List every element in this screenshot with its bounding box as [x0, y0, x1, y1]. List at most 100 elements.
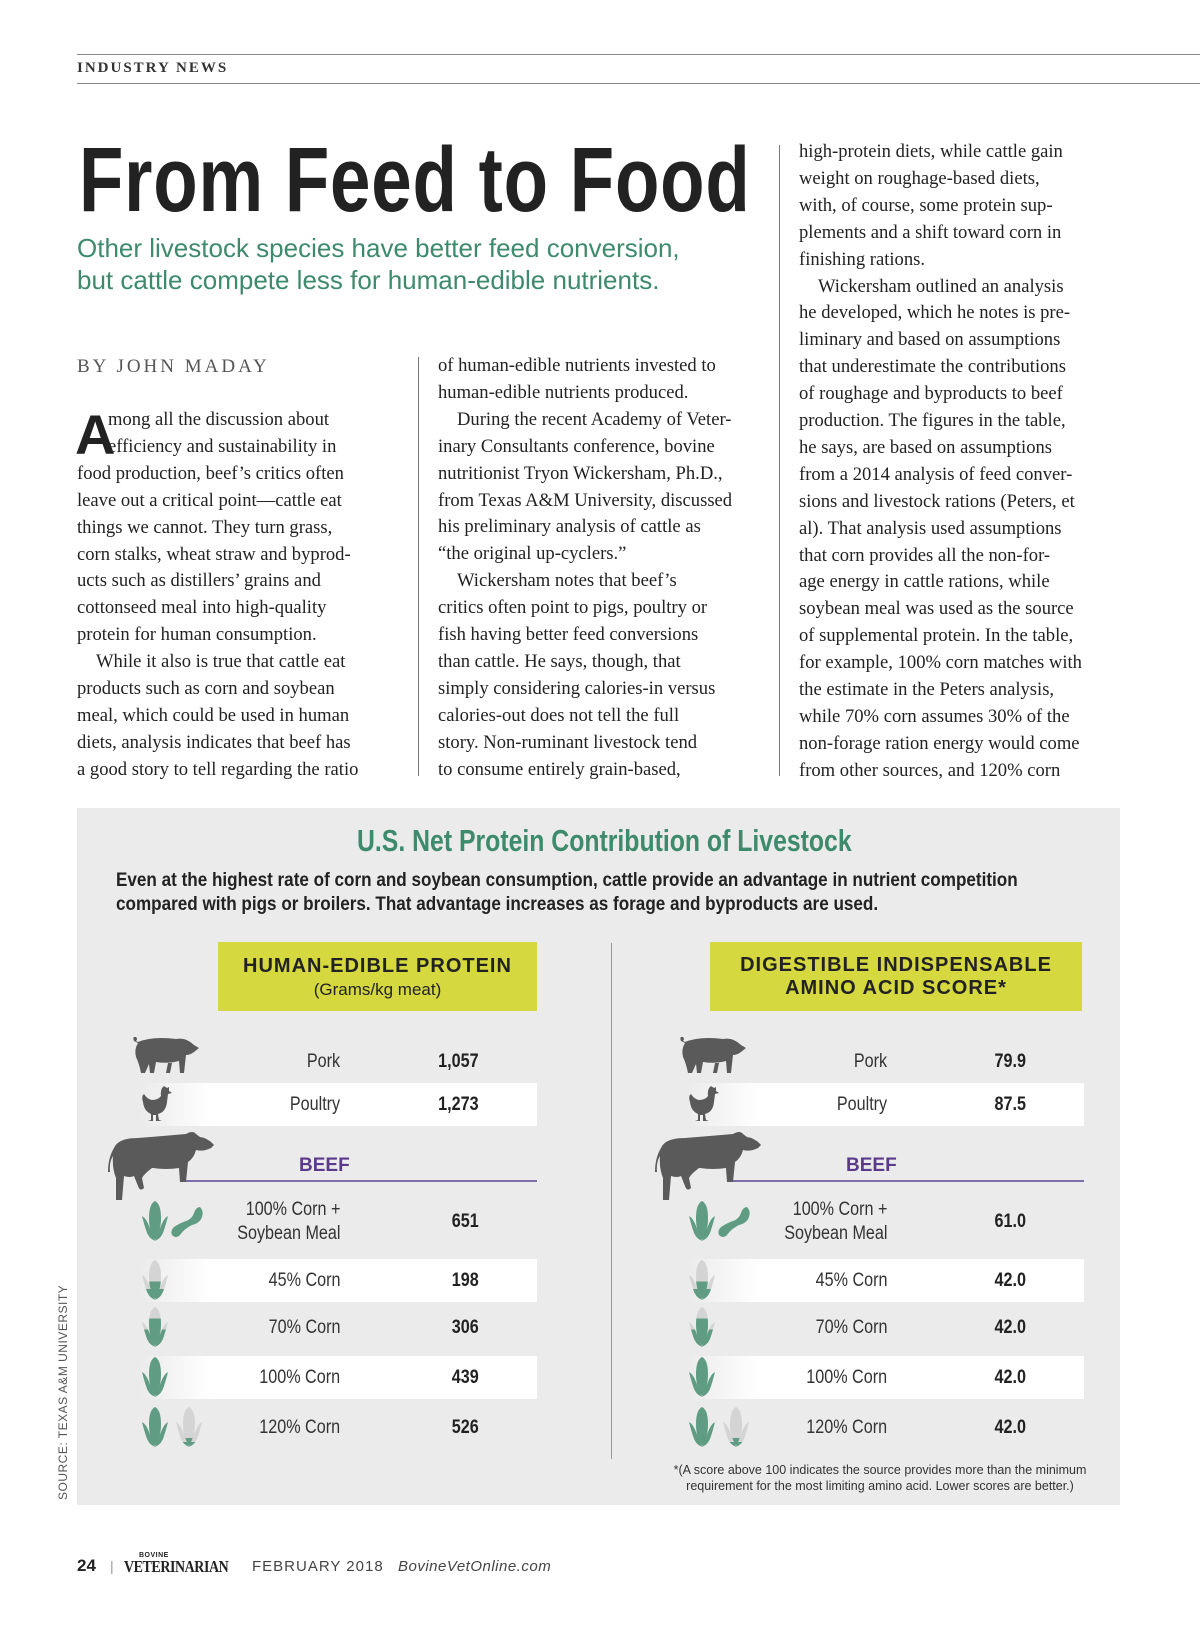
cow-icon: [655, 1132, 761, 1200]
article-line: from Texas A&M University, discussed: [438, 489, 733, 511]
row-label: Soybean Meal: [236, 1222, 340, 1244]
row-label: Poultry: [836, 1093, 887, 1115]
article-line: weight on roughage-based diets,: [799, 167, 1040, 189]
row-band: [140, 1082, 537, 1126]
headline: From Feed to Food: [79, 129, 751, 231]
article-line: he developed, which he notes is pre-: [799, 302, 1071, 324]
chicken-icon: [689, 1086, 719, 1121]
row-value: 42.0: [994, 1366, 1026, 1388]
article-line: leave out a critical point—cattle eat: [77, 489, 342, 511]
article-line: a good story to tell regarding the ratio: [77, 758, 359, 780]
row-value: 526: [452, 1416, 479, 1438]
corn-icon: [142, 1407, 168, 1447]
infographic-intro-line-2: compared with pigs or broilers. That adv…: [116, 894, 879, 915]
article-line: finishing rations.: [799, 248, 926, 270]
subtitle-line-1: Other livestock species have better feed…: [77, 233, 680, 263]
article-line: than cattle. He says, though, that: [438, 650, 681, 672]
row-value: 42.0: [994, 1416, 1026, 1438]
row-value: 1,057: [438, 1050, 479, 1072]
row-band: [687, 1355, 1084, 1399]
article-line: while 70% corn assumes 30% of the: [799, 705, 1070, 727]
article-line: food production, beef’s critics often: [77, 462, 344, 484]
row-value: 306: [452, 1316, 479, 1338]
article-line: products such as corn and soybean: [77, 678, 335, 699]
row-value: 651: [452, 1210, 479, 1232]
article-line: of roughage and byproducts to beef: [799, 383, 1063, 405]
beef-label: BEEF: [846, 1155, 897, 1176]
article-line: liminary and based on assumptions: [799, 329, 1061, 351]
article-line: soybean meal was used as the source: [799, 598, 1074, 620]
row-label: 100% Corn +: [792, 1198, 887, 1220]
article-line: he says, are based on assumptions: [799, 436, 1053, 458]
issue-date: FEBRUARY 2018: [252, 1558, 384, 1575]
row-label: Pork: [853, 1050, 887, 1072]
table-header-title: HUMAN-EDIBLE PROTEIN: [243, 955, 512, 977]
article-line: sions and livestock rations (Peters, et: [799, 490, 1075, 512]
article-line: fish having better feed conversions: [438, 624, 699, 645]
corn-icon: [142, 1307, 168, 1347]
corn-icon: [689, 1201, 715, 1241]
row-label: 120% Corn: [259, 1416, 340, 1438]
row-value: 439: [452, 1366, 479, 1388]
row-label: 100% Corn: [259, 1366, 340, 1388]
row-value: 61.0: [994, 1210, 1026, 1232]
article-line: calories-out does not tell the full: [438, 704, 680, 726]
row-label: 70% Corn: [268, 1316, 340, 1338]
footer-separator: |: [110, 1558, 114, 1574]
soybean-icon: [171, 1207, 203, 1237]
corn-icon: [142, 1201, 168, 1241]
row-band: [140, 1355, 537, 1399]
article-line: that corn provides all the non-for-: [799, 544, 1051, 566]
row-label: Poultry: [289, 1093, 340, 1115]
row-value: 87.5: [994, 1093, 1026, 1115]
article-line: corn stalks, wheat straw and byprod-: [77, 543, 351, 565]
row-value: 79.9: [994, 1050, 1026, 1072]
row-value: 198: [452, 1269, 479, 1291]
pig-icon: [680, 1036, 746, 1073]
article-line: Wickersham outlined an analysis: [818, 275, 1064, 297]
column-divider: [779, 145, 780, 776]
corn-icon: [689, 1260, 715, 1300]
table-header-amino-acid-score: DIGESTIBLE INDISPENSABLE AMINO ACID SCOR…: [710, 942, 1082, 1011]
table-header-human-edible-protein: HUMAN-EDIBLE PROTEIN (Grams/kg meat): [218, 942, 537, 1011]
infographic-title: U.S. Net Protein Contribution of Livesto…: [357, 823, 852, 858]
row-value: 1,273: [438, 1093, 479, 1115]
row-label: 45% Corn: [268, 1269, 340, 1291]
column-divider: [418, 357, 419, 776]
subtitle-line-2: but cattle compete less for human-edible…: [77, 265, 660, 295]
article-line: al). That analysis used assumptions: [799, 517, 1062, 539]
row-label: 70% Corn: [815, 1316, 887, 1338]
article-line: ucts such as distillers’ grains and: [77, 570, 321, 592]
article-line: of supplemental protein. In the table,: [799, 625, 1074, 647]
article-line: things we cannot. They turn grass,: [77, 516, 333, 538]
article-line: simply considering calories-in versus: [438, 677, 716, 699]
article-line: his preliminary analysis of cattle as: [438, 516, 701, 538]
article-line: inary Consultants conference, bovine: [438, 435, 715, 457]
footnote-line-1: *(A score above 100 indicates the source…: [673, 1463, 1087, 1477]
article-line: plements and a shift toward corn in: [799, 221, 1062, 243]
corn-icon: [689, 1407, 715, 1447]
footnote-line-2: requirement for the most limiting amino …: [686, 1479, 1074, 1493]
corn-icon: [689, 1357, 715, 1397]
article-line: to consume entirely grain-based,: [438, 758, 681, 780]
section-label: INDUSTRY NEWS: [77, 60, 229, 76]
article-line: protein for human consumption.: [77, 624, 317, 646]
row-band: [140, 1258, 537, 1302]
beef-label: BEEF: [299, 1155, 350, 1176]
source-credit: SOURCE: TEXAS A&M UNIVERSITY: [56, 1284, 70, 1500]
section-rule: [77, 83, 1200, 84]
pig-icon: [133, 1036, 199, 1073]
article-line: efficiency and sustainability in: [108, 435, 337, 457]
table-header-title-line-1: DIGESTIBLE INDISPENSABLE: [740, 954, 1052, 976]
row-label: 100% Corn: [806, 1366, 887, 1388]
chicken-icon: [142, 1086, 172, 1121]
article-line: meal, which could be used in human: [77, 704, 350, 726]
row-label: Pork: [306, 1050, 340, 1072]
beef-divider: [180, 1180, 537, 1182]
byline: BY JOHN MADAY: [77, 356, 270, 377]
row-band: [687, 1082, 1084, 1126]
corn-icon: [142, 1260, 168, 1300]
row-label: Soybean Meal: [783, 1222, 887, 1244]
article-line: While it also is true that cattle eat: [96, 651, 346, 673]
website-link[interactable]: BovineVetOnline.com: [398, 1558, 552, 1575]
